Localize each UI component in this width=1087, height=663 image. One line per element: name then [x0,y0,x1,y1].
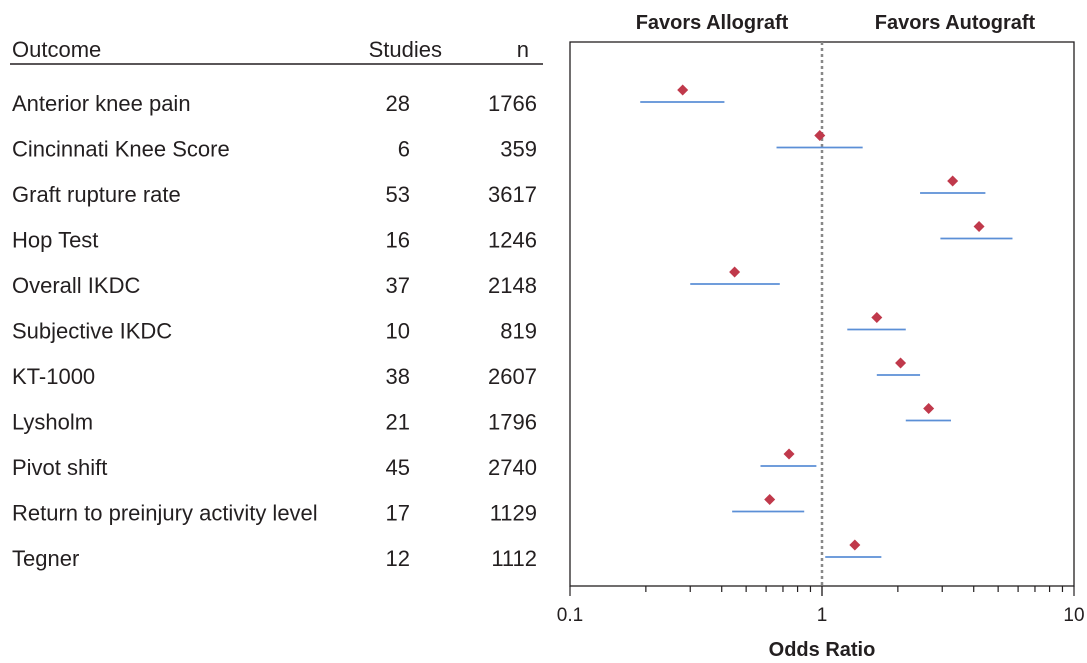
outcome-label: Subjective IKDC [12,319,172,344]
outcome-label: Tegner [12,546,79,571]
outcome-table: Anterior knee pain 28 1766 Cincinnati Knee … [12,91,537,571]
studies-value: 21 [386,410,410,435]
x-tick-label: 10 [1063,605,1084,626]
point-estimate-marker [814,130,826,141]
n-column-header: n [517,37,529,62]
table-row: KT-1000 38 2607 [12,364,537,389]
outcome-column-header: Outcome [12,37,101,62]
table-row: Lysholm 21 1796 [12,410,537,435]
n-value: 1766 [488,91,537,116]
table-row: Graft rupture rate 53 3617 [12,182,537,207]
studies-value: 37 [386,273,410,298]
n-value: 2740 [488,455,537,480]
outcome-label: Pivot shift [12,455,107,480]
outcome-label: Graft rupture rate [12,182,181,207]
point-estimate-marker [947,175,959,187]
table-row: Pivot shift 45 2740 [12,455,537,480]
studies-value: 12 [386,546,410,571]
outcome-label: Hop Test [12,228,98,253]
point-estimate-marker [729,266,741,278]
outcome-label: Lysholm [12,410,93,435]
studies-value: 17 [386,501,410,526]
outcome-label: Overall IKDC [12,273,140,298]
point-estimate-marker [849,539,861,551]
table-row: Overall IKDC 37 2148 [12,273,537,298]
point-estimate-marker [923,403,935,414]
studies-value: 38 [386,364,410,389]
table-row: Return to preinjury activity level 17 1129 [12,501,537,526]
table-row: Anterior knee pain 28 1766 [12,91,537,116]
table-row: Cincinnati Knee Score 6 359 [12,137,537,162]
point-estimate-marker [677,84,689,96]
n-value: 1129 [490,501,537,526]
favors-allograft-label: Favors Allograft [636,12,789,34]
x-axis: 0.1 1 10 [557,586,1085,626]
n-value: 1112 [491,546,537,571]
studies-value: 53 [386,182,410,207]
x-tick-label: 0.1 [557,605,583,626]
point-estimate-marker [871,312,883,323]
studies-value: 16 [386,228,410,253]
point-estimate-marker [764,494,776,505]
table-row: Hop Test 16 1246 [12,228,537,253]
studies-column-header: Studies [369,37,442,62]
studies-value: 10 [386,319,410,344]
table-row: Tegner 12 1112 [12,546,537,571]
point-estimate-marker [783,448,795,460]
table-header: Outcome Studies n [10,37,543,65]
outcome-label: KT-1000 [12,364,95,389]
table-row: Subjective IKDC 10 819 [12,319,537,344]
x-axis-title: Odds Ratio [769,639,876,661]
n-value: 1796 [488,410,537,435]
n-value: 2607 [488,364,537,389]
favors-autograft-label: Favors Autograft [875,12,1036,34]
n-value: 1246 [488,228,537,253]
n-value: 2148 [488,273,537,298]
studies-value: 6 [398,137,410,162]
point-estimate-marker [895,357,907,369]
outcome-label: Anterior knee pain [12,91,191,116]
n-value: 359 [500,137,537,162]
n-value: 819 [500,319,537,344]
x-tick-label: 1 [817,605,828,626]
data-markers [640,84,1013,558]
point-estimate-marker [973,221,985,232]
studies-value: 28 [386,91,410,116]
outcome-label: Return to preinjury activity level [12,501,318,526]
studies-value: 45 [386,455,410,480]
n-value: 3617 [488,182,537,207]
outcome-label: Cincinnati Knee Score [12,137,230,162]
